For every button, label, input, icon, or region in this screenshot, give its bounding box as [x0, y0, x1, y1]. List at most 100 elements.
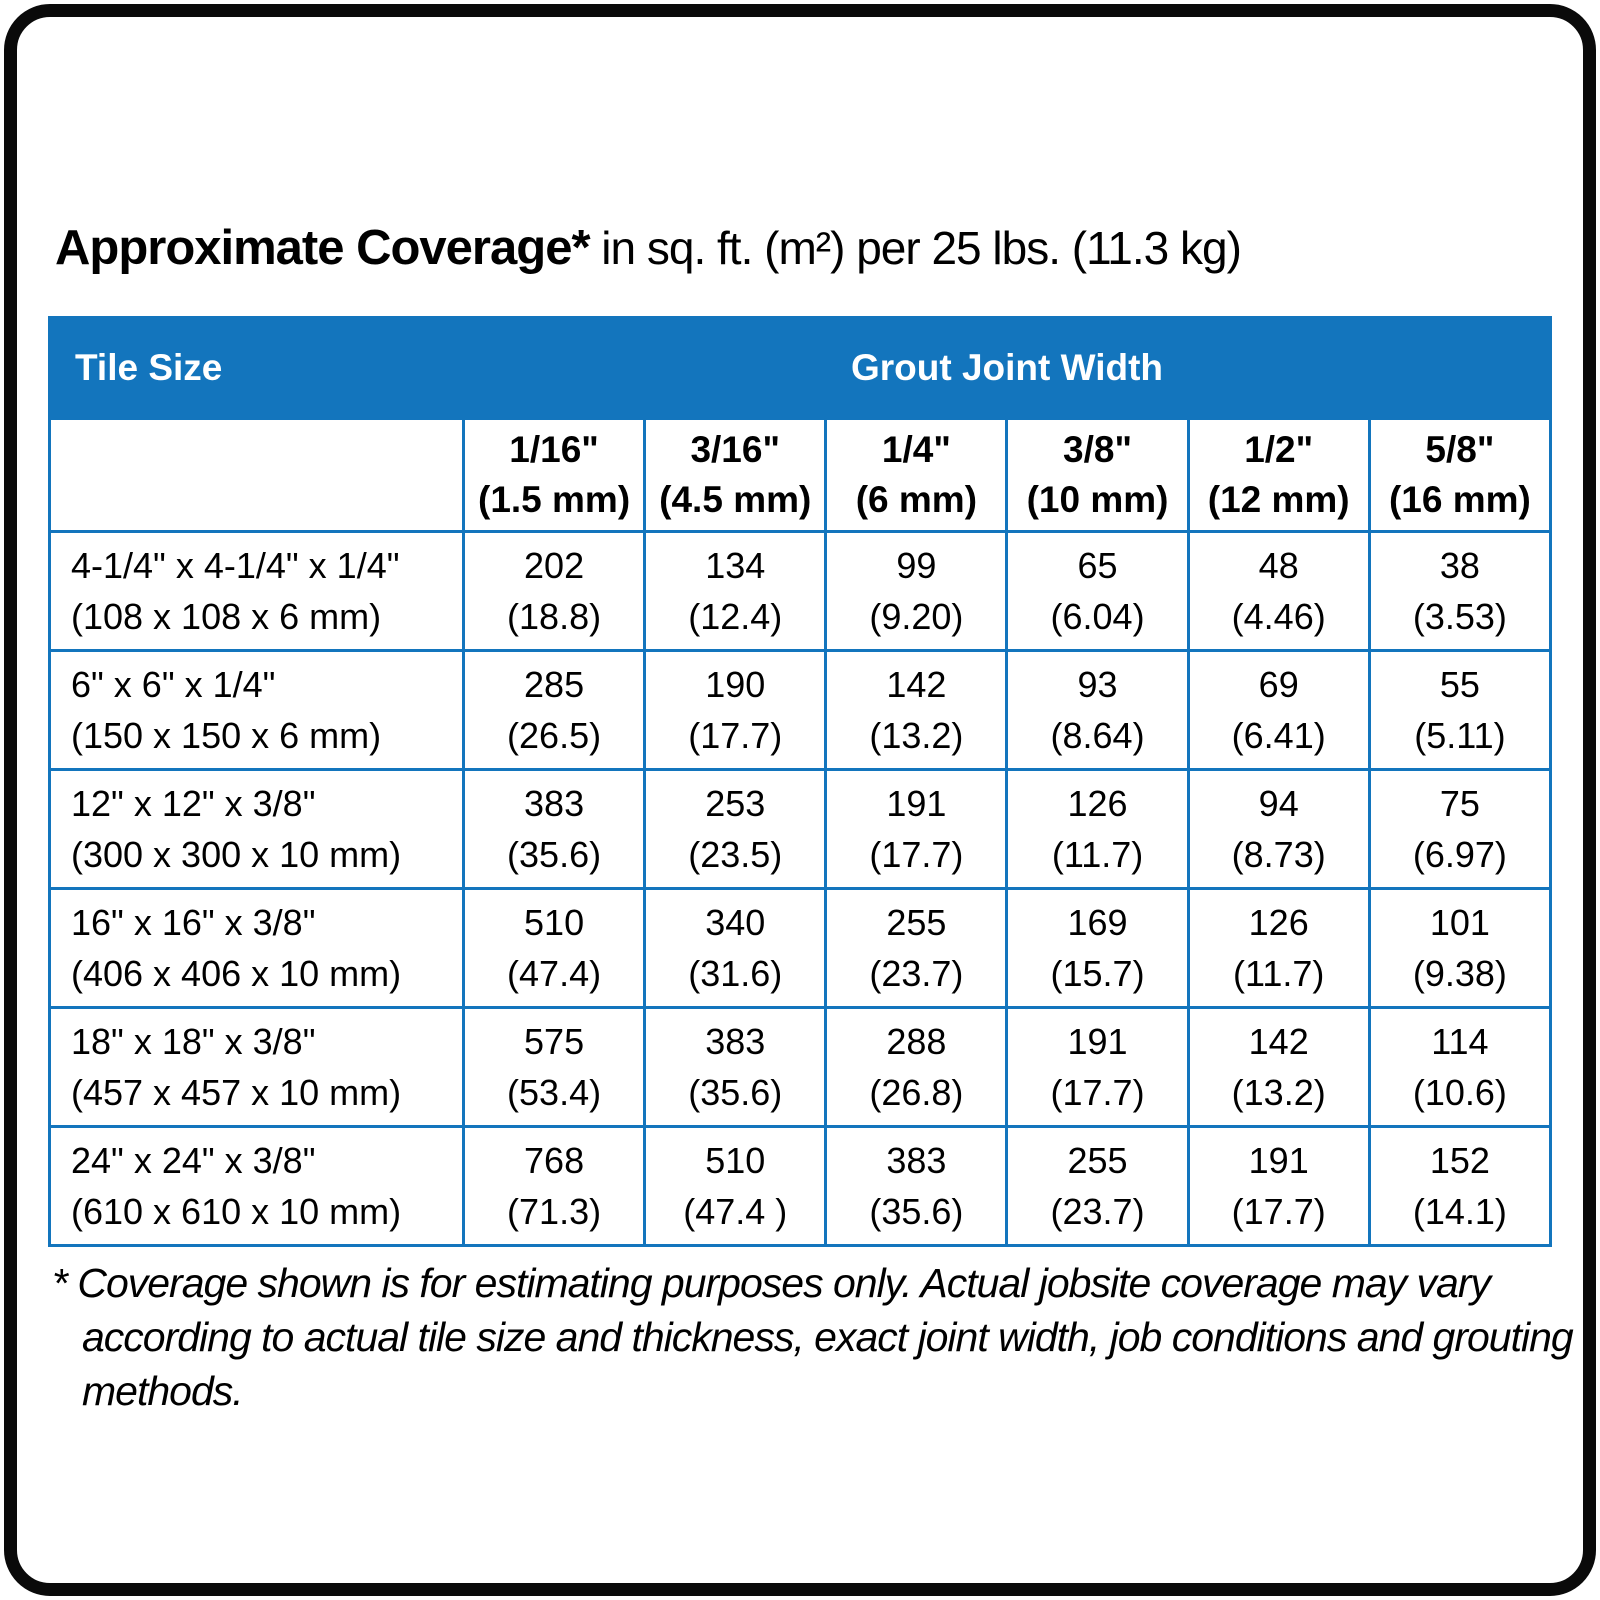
coverage-m2: (6.41): [1231, 715, 1326, 756]
joint-size: 1/16": [509, 429, 599, 471]
page-title-bold: Approximate Coverage*: [55, 221, 591, 275]
coverage-cell: 285 (26.5): [461, 649, 647, 771]
joint-size-mm: (4.5 mm): [659, 479, 812, 520]
coverage-cell: 383 (35.6): [824, 1125, 1009, 1247]
coverage-m2: (17.7): [1050, 1072, 1145, 1113]
coverage-m2: (6.04): [1050, 596, 1145, 637]
joint-size-mm: (10 mm): [1026, 479, 1169, 520]
coverage-cell: 142 (13.2): [824, 649, 1009, 771]
coverage-cell: 69 (6.41): [1186, 649, 1371, 771]
coverage-cell: 288 (26.8): [824, 1006, 1009, 1128]
joint-size: 5/8": [1425, 429, 1495, 471]
coverage-m2: (26.5): [507, 715, 602, 756]
coverage-m2: (17.7): [869, 834, 964, 875]
tile-size-mm: (610 x 610 x 10 mm): [71, 1191, 402, 1232]
tile-size-cell: 4-1/4" x 4-1/4" x 1/4" (108 x 108 x 6 mm…: [48, 530, 465, 652]
tile-size-in: 12" x 12" x 3/8": [71, 782, 316, 824]
coverage-m2: (31.6): [688, 953, 783, 994]
tile-size-mm: (150 x 150 x 6 mm): [71, 715, 382, 756]
coverage-m2: (17.7): [688, 715, 783, 756]
coverage-sqft: 126: [1248, 901, 1309, 943]
coverage-m2: (13.2): [1231, 1072, 1326, 1113]
tile-size-in: 4-1/4" x 4-1/4" x 1/4": [71, 544, 400, 586]
tile-size-mm: (300 x 300 x 10 mm): [71, 834, 402, 875]
table-row: 16" x 16" x 3/8" (406 x 406 x 10 mm) 510…: [48, 887, 1553, 1009]
coverage-sqft: 202: [524, 544, 585, 586]
coverage-m2: (35.6): [507, 834, 602, 875]
coverage-sqft: 38: [1439, 544, 1480, 586]
empty-corner-cell: [48, 417, 465, 533]
coverage-m2: (47.4): [507, 953, 602, 994]
coverage-cell: 190 (17.7): [643, 649, 828, 771]
joint-size: 1/4": [881, 429, 951, 471]
tile-size-cell: 6" x 6" x 1/4" (150 x 150 x 6 mm): [48, 649, 465, 771]
coverage-cell: 383 (35.6): [643, 1006, 828, 1128]
coverage-cell: 255 (23.7): [824, 887, 1009, 1009]
coverage-m2: (4.46): [1231, 596, 1326, 637]
coverage-cell: 383 (35.6): [461, 768, 647, 890]
coverage-cell: 191 (17.7): [1005, 1006, 1190, 1128]
coverage-m2: (23.5): [688, 834, 783, 875]
coverage-cell: 169 (15.7): [1005, 887, 1190, 1009]
tile-size-in: 16" x 16" x 3/8": [71, 901, 316, 943]
coverage-sqft: 285: [524, 663, 585, 705]
coverage-cell: 48 (4.46): [1186, 530, 1371, 652]
column-header-1-4: 1/4" (6 mm): [824, 417, 1009, 533]
coverage-sqft: 114: [1431, 1020, 1489, 1062]
coverage-sqft: 768: [524, 1139, 585, 1181]
coverage-m2: (11.7): [1233, 953, 1325, 994]
grout-joint-width-header: Grout Joint Width: [462, 316, 1552, 420]
coverage-m2: (26.8): [869, 1072, 964, 1113]
coverage-sqft: 75: [1439, 782, 1480, 824]
coverage-cell: 75 (6.97): [1367, 768, 1553, 890]
joint-size-mm: (12 mm): [1207, 479, 1350, 520]
coverage-sqft: 55: [1439, 663, 1480, 705]
coverage-sqft: 142: [1248, 1020, 1309, 1062]
joint-size-mm: (1.5 mm): [478, 479, 631, 520]
coverage-m2: (11.7): [1051, 834, 1144, 875]
coverage-sqft: 575: [524, 1020, 585, 1062]
table-row: 24" x 24" x 3/8" (610 x 610 x 10 mm) 768…: [48, 1125, 1553, 1247]
coverage-m2: (14.1): [1412, 1191, 1507, 1232]
coverage-cell: 253 (23.5): [643, 768, 828, 890]
coverage-cell: 101 (9.38): [1367, 887, 1553, 1009]
coverage-sqft: 510: [705, 1139, 766, 1181]
coverage-cell: 152 (14.1): [1367, 1125, 1553, 1247]
coverage-m2: (18.8): [507, 596, 602, 637]
coverage-m2: (6.97): [1412, 834, 1507, 875]
coverage-cell: 340 (31.6): [643, 887, 828, 1009]
column-header-1-2: 1/2" (12 mm): [1186, 417, 1371, 533]
coverage-sqft: 152: [1429, 1139, 1490, 1181]
coverage-footnote: * Coverage shown is for estimating purpo…: [52, 1260, 1574, 1415]
coverage-sqft: 510: [524, 901, 585, 943]
tile-size-header: Tile Size: [48, 316, 465, 420]
coverage-m2: (15.7): [1050, 953, 1145, 994]
coverage-m2: (5.11): [1414, 715, 1506, 756]
coverage-table: Tile Size Grout Joint Width 1/16" (1.5 m…: [48, 316, 1553, 1247]
joint-size-mm: (6 mm): [855, 479, 978, 520]
coverage-cell: 510 (47.4 ): [643, 1125, 828, 1247]
coverage-sqft: 101: [1429, 901, 1490, 943]
coverage-sqft: 253: [705, 782, 766, 824]
coverage-m2: (10.6): [1412, 1072, 1507, 1113]
tile-size-cell: 16" x 16" x 3/8" (406 x 406 x 10 mm): [48, 887, 465, 1009]
coverage-sqft: 190: [705, 663, 766, 705]
tile-size-in: 18" x 18" x 3/8": [71, 1020, 316, 1062]
coverage-sqft: 93: [1077, 663, 1118, 705]
coverage-cell: 142 (13.2): [1186, 1006, 1371, 1128]
tile-size-in: 6" x 6" x 1/4": [71, 663, 276, 705]
coverage-m2: (9.38): [1412, 953, 1507, 994]
coverage-m2: (35.6): [688, 1072, 783, 1113]
coverage-sqft: 191: [1067, 1020, 1128, 1062]
table-row: 12" x 12" x 3/8" (300 x 300 x 10 mm) 383…: [48, 768, 1553, 890]
coverage-cell: 94 (8.73): [1186, 768, 1371, 890]
joint-size-mm: (16 mm): [1388, 479, 1531, 520]
coverage-sqft: 191: [886, 782, 947, 824]
coverage-cell: 575 (53.4): [461, 1006, 647, 1128]
coverage-m2: (47.4 ): [683, 1191, 788, 1232]
coverage-sqft: 383: [886, 1139, 947, 1181]
coverage-sqft: 383: [524, 782, 585, 824]
coverage-m2: (9.20): [869, 596, 964, 637]
coverage-m2: (71.3): [507, 1191, 602, 1232]
column-header-3-8: 3/8" (10 mm): [1005, 417, 1190, 533]
